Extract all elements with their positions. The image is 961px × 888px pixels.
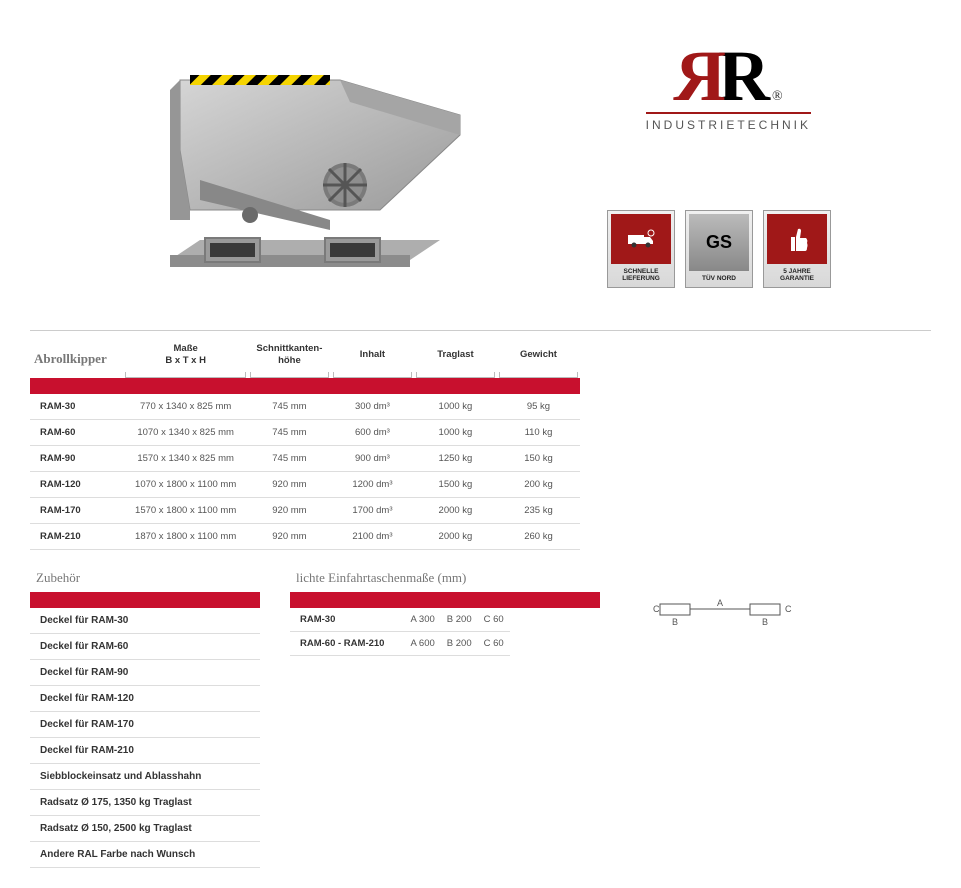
cell-model: RAM-170 — [30, 497, 123, 523]
cell-ht: 920 mm — [248, 497, 331, 523]
zubehor-item: Andere RAL Farbe nach Wunsch — [30, 842, 260, 868]
cell-load: 1000 kg — [414, 419, 497, 445]
pocket-table: RAM-30A 300B 200C 60RAM-60 - RAM-210A 60… — [290, 608, 510, 656]
badge-warranty: 5 JAHRE GARANTIE — [763, 210, 831, 288]
cell-load: 2000 kg — [414, 497, 497, 523]
pocket-row: RAM-60 - RAM-210A 600B 200C 60 — [290, 631, 510, 655]
pocket-title: lichte Einfahrtaschenmaße (mm) — [290, 570, 931, 592]
table-row: RAM-30770 x 1340 x 825 mm745 mm300 dm³10… — [30, 394, 580, 420]
zubehor-item: Deckel für RAM-90 — [30, 660, 260, 686]
table-row: RAM-1701570 x 1800 x 1100 mm920 mm1700 d… — [30, 497, 580, 523]
cell-dim: 1570 x 1340 x 825 mm — [123, 445, 248, 471]
diag-c2: C — [785, 604, 792, 614]
cell-ht: 745 mm — [248, 394, 331, 420]
spec-th-vol: Inhalt — [360, 349, 385, 360]
badge-gs-label: TÜV NORD — [688, 272, 750, 285]
table-row: RAM-1201070 x 1800 x 1100 mm920 mm1200 d… — [30, 471, 580, 497]
cell-wt: 260 kg — [497, 523, 580, 549]
cell-dim: 1570 x 1800 x 1100 mm — [123, 497, 248, 523]
table-row: RAM-901570 x 1340 x 825 mm745 mm900 dm³1… — [30, 445, 580, 471]
cell-wt: 110 kg — [497, 419, 580, 445]
spec-th-wt: Gewicht — [520, 349, 557, 360]
cell-model: RAM-90 — [30, 445, 123, 471]
cell-dim: 1070 x 1340 x 825 mm — [123, 419, 248, 445]
zubehor-item: Deckel für RAM-60 — [30, 634, 260, 660]
product-image — [130, 20, 470, 290]
brand-logo: RR® INDUSTRIETECHNIK — [646, 35, 811, 132]
cell-load: 1250 kg — [414, 445, 497, 471]
cell-load: 1000 kg — [414, 394, 497, 420]
cell-vol: 2100 dm³ — [331, 523, 414, 549]
zubehor-title: Zubehör — [30, 570, 260, 592]
diag-c1: C — [653, 604, 660, 614]
cell-wt: 200 kg — [497, 471, 580, 497]
table-row: RAM-601070 x 1340 x 825 mm745 mm600 dm³1… — [30, 419, 580, 445]
cell-model: RAM-60 — [30, 419, 123, 445]
zubehor-item: Deckel für RAM-210 — [30, 738, 260, 764]
cell-model: RAM-120 — [30, 471, 123, 497]
table-row: RAM-2101870 x 1800 x 1100 mm920 mm2100 d… — [30, 523, 580, 549]
cell-wt: 235 kg — [497, 497, 580, 523]
cell-vol: 1200 dm³ — [331, 471, 414, 497]
truck-icon — [626, 229, 656, 249]
spec-th-load: Traglast — [437, 349, 473, 360]
spec-table-title: Abrollkipper — [34, 351, 119, 368]
pocket-a: A 600 — [404, 631, 440, 655]
spec-table: Abrollkipper Maße B x T x H Schnittkante… — [30, 337, 580, 550]
pocket-model: RAM-30 — [290, 608, 404, 632]
spec-th-dim: Maße B x T x H — [165, 343, 206, 366]
pocket-model: RAM-60 - RAM-210 — [290, 631, 404, 655]
cell-dim: 770 x 1340 x 825 mm — [123, 394, 248, 420]
pocket-diagram: C A C B B — [650, 592, 800, 632]
zubehor-item: Siebblockeinsatz und Ablasshahn — [30, 764, 260, 790]
pocket-c: C 60 — [478, 608, 510, 632]
cell-model: RAM-30 — [30, 394, 123, 420]
zubehor-item: Deckel für RAM-30 — [30, 608, 260, 634]
badge-delivery-label: SCHNELLE LIEFERUNG — [610, 265, 672, 285]
diag-a: A — [717, 598, 723, 608]
zubehor-item: Radsatz Ø 175, 1350 kg Traglast — [30, 790, 260, 816]
pocket-b: B 200 — [441, 631, 478, 655]
diag-b2: B — [762, 617, 768, 627]
zubehor-item: Deckel für RAM-120 — [30, 686, 260, 712]
cell-load: 1500 kg — [414, 471, 497, 497]
cell-model: RAM-210 — [30, 523, 123, 549]
cell-load: 2000 kg — [414, 523, 497, 549]
badge-gs: GS TÜV NORD — [685, 210, 753, 288]
cell-ht: 920 mm — [248, 523, 331, 549]
cell-ht: 920 mm — [248, 471, 331, 497]
cell-wt: 150 kg — [497, 445, 580, 471]
cell-vol: 600 dm³ — [331, 419, 414, 445]
pocket-row: RAM-30A 300B 200C 60 — [290, 608, 510, 632]
pocket-a: A 300 — [404, 608, 440, 632]
cell-dim: 1070 x 1800 x 1100 mm — [123, 471, 248, 497]
cell-vol: 300 dm³ — [331, 394, 414, 420]
thumb-icon — [785, 225, 809, 253]
cell-ht: 745 mm — [248, 445, 331, 471]
pocket-b: B 200 — [441, 608, 478, 632]
cell-dim: 1870 x 1800 x 1100 mm — [123, 523, 248, 549]
badge-delivery: SCHNELLE LIEFERUNG — [607, 210, 675, 288]
cell-wt: 95 kg — [497, 394, 580, 420]
zubehor-item: Deckel für RAM-170 — [30, 712, 260, 738]
badge-gs-top: GS — [689, 214, 749, 271]
cell-vol: 1700 dm³ — [331, 497, 414, 523]
spec-th-ht: Schnittkanten- höhe — [256, 343, 322, 366]
pocket-c: C 60 — [478, 631, 510, 655]
diag-b1: B — [672, 617, 678, 627]
badge-warranty-label: 5 JAHRE GARANTIE — [766, 265, 828, 285]
cell-ht: 745 mm — [248, 419, 331, 445]
cell-vol: 900 dm³ — [331, 445, 414, 471]
